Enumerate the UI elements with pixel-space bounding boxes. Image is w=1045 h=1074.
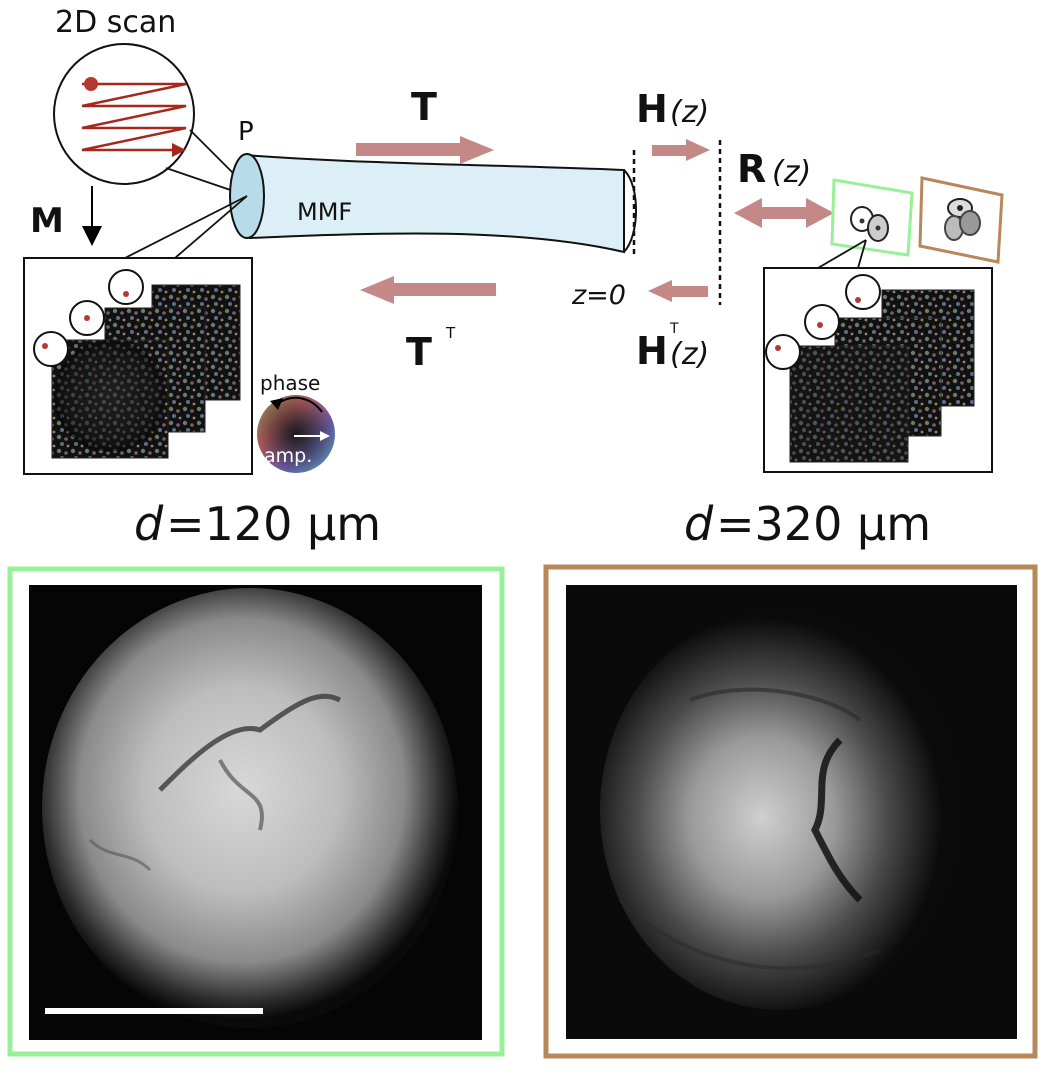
scan-focus-spot xyxy=(84,77,98,91)
forward-matrix-label: T xyxy=(411,85,437,129)
scale-bar xyxy=(45,1008,263,1014)
sample-plane-far xyxy=(918,176,1004,264)
deep-cell-image xyxy=(600,610,960,1010)
shallow-cell-fold xyxy=(158,693,342,792)
reconstruction-panel-shallow xyxy=(7,566,505,1057)
shallow-cell-image xyxy=(42,588,458,1028)
backward-matrix-superscript: T xyxy=(445,324,456,342)
facet-callout-leader-a xyxy=(124,195,248,259)
backward-propagation-arrow xyxy=(648,280,708,302)
left-depth-var: d xyxy=(134,497,164,551)
forward-transmission-arrow xyxy=(356,136,494,164)
amp-label: amp. xyxy=(264,445,312,467)
backward-transmission-arrow xyxy=(360,276,496,304)
fiber-label: MMF xyxy=(297,198,352,226)
scan-label: 2D scan xyxy=(55,5,176,40)
backward-propagator-symbol: H xyxy=(636,329,668,373)
proximal-spot-markers xyxy=(33,269,144,367)
backward-propagator-superscript: T xyxy=(669,321,679,337)
measurement-matrix-label: M xyxy=(30,201,64,241)
forward-propagation-arrow xyxy=(652,139,710,161)
deep-cell-edge xyxy=(811,737,863,903)
raster-scan-path xyxy=(81,82,187,152)
sample-callout-leader-b xyxy=(857,239,867,269)
fiber-distal-facet xyxy=(623,169,637,253)
phase-amplitude-colorwheel xyxy=(257,395,335,473)
left-depth-value: =120 µm xyxy=(166,497,381,551)
right-depth-var: d xyxy=(684,497,714,551)
facet-callout-leader-b xyxy=(174,195,248,259)
distal-spot-markers xyxy=(765,274,881,370)
z-origin-label: z=0 xyxy=(571,280,626,311)
reconstruction-panel-deep xyxy=(543,564,1038,1059)
reflection-double-arrow xyxy=(734,198,834,228)
phase-label: phase xyxy=(260,371,320,395)
backward-matrix-label: T xyxy=(406,330,432,374)
distal-speckle-stack xyxy=(789,289,975,463)
distal-speckle-frame-1 xyxy=(789,345,909,463)
multimode-fiber xyxy=(229,153,637,254)
speckle-core xyxy=(54,340,166,452)
reflection-symbol: R xyxy=(737,147,766,191)
proximal-speckle-stack xyxy=(51,284,241,459)
propagator-symbol: H xyxy=(636,87,668,131)
sample-callout-leader-a xyxy=(817,239,867,269)
scan-direction-arrowhead xyxy=(172,143,186,157)
proximal-label: P xyxy=(238,117,254,147)
reflection-arg: (z) xyxy=(772,155,811,190)
sample-plane-near xyxy=(830,178,914,257)
propagator-arg: (z) xyxy=(670,95,709,130)
right-depth-value: =320 µm xyxy=(716,497,931,551)
backward-propagator-arg: (z) xyxy=(670,337,709,372)
scan-inset-circle xyxy=(53,43,195,185)
